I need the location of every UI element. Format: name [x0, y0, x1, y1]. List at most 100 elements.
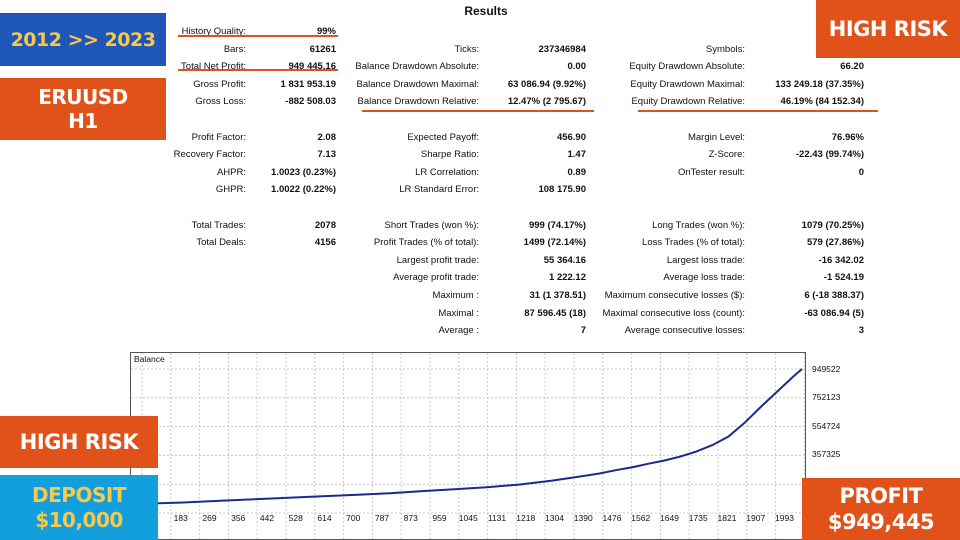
stat-label: Profit Factor: — [191, 131, 246, 143]
highlight-underline — [178, 35, 338, 37]
stat-value: -22.43 (99.74%) — [795, 149, 864, 161]
x-tick-label: 700 — [346, 513, 361, 523]
balance-chart — [130, 352, 806, 540]
stat-label: Total Deals: — [196, 237, 246, 249]
y-tick-label: 357325 — [812, 449, 841, 459]
stat-label: Maximum : — [432, 290, 479, 301]
x-tick-label: 1045 — [458, 513, 478, 523]
x-tick-label: 959 — [432, 513, 447, 523]
stat-value: 66.20 — [840, 61, 864, 73]
x-tick-label: 1476 — [602, 513, 622, 523]
period-text: 2012 >> 2023 — [10, 28, 156, 51]
x-tick-label: 356 — [231, 513, 246, 523]
stat-value: 456.90 — [556, 131, 586, 143]
stat-label: Gross Profit: — [193, 78, 246, 90]
high-risk-badge-top: HIGH RISK — [816, 0, 960, 58]
stat-label: Largest profit trade: — [396, 254, 479, 266]
report-title: Results — [464, 4, 508, 18]
x-tick-label: 614 — [317, 513, 332, 523]
stat-value: 87 596.45 (18) — [524, 307, 586, 319]
stat-label: Recovery Factor: — [173, 149, 246, 161]
stat-value: 1.0022 (0.22%) — [271, 184, 336, 196]
x-tick-label: 183 — [173, 513, 188, 523]
x-tick-label: 1304 — [545, 513, 564, 523]
stat-value: 31 (1 378.51) — [529, 290, 586, 301]
stat-label: Average : — [438, 325, 480, 337]
stat-value: -1 524.19 — [823, 272, 864, 284]
x-tick-label: 1821 — [717, 513, 737, 523]
stat-value: 108 175.90 — [538, 184, 586, 196]
stat-value: 0.00 — [567, 61, 587, 73]
chart-frame — [130, 352, 806, 540]
stat-value: 949 445.16 — [288, 61, 336, 73]
pair-text: ERUUSD — [38, 85, 128, 109]
stat-value: 1079 (70.25%) — [801, 219, 864, 231]
stat-label: Average consecutive losses: — [624, 325, 745, 337]
x-tick-label: 1649 — [660, 513, 679, 523]
stat-label: Balance Drawdown Absolute: — [355, 61, 479, 73]
stat-value: 63 086.94 (9.92%) — [507, 78, 586, 90]
stat-value: 3 — [858, 325, 864, 337]
stat-label: GHPR: — [215, 184, 246, 196]
stat-label: Profit Trades (% of total): — [373, 237, 479, 249]
stat-value: 0 — [858, 166, 864, 178]
profit-badge: PROFIT $949,445 — [802, 478, 960, 540]
stat-value: 6 (-18 388.37) — [804, 290, 864, 301]
stat-value: 1 222.12 — [549, 272, 586, 284]
stat-label: Ticks: — [454, 43, 479, 55]
x-tick-label: 442 — [259, 513, 275, 523]
stat-value: 1499 (72.14%) — [523, 237, 586, 249]
highlight-underline — [362, 110, 594, 112]
stat-value: 99% — [316, 26, 336, 37]
high-risk-left-text: HIGH RISK — [19, 430, 139, 454]
high-risk-badge-left: HIGH RISK — [0, 416, 158, 468]
stat-value: 1 831 953.19 — [280, 78, 336, 90]
x-tick-label: 1735 — [688, 513, 708, 523]
stat-value: 1.47 — [567, 149, 587, 161]
stat-label: Equity Drawdown Absolute: — [629, 61, 745, 73]
x-tick-label: 1907 — [746, 513, 766, 523]
stat-label: OnTester result: — [677, 166, 745, 178]
stat-value: -882 508.03 — [285, 96, 336, 108]
stat-label: Symbols: — [705, 43, 745, 55]
x-tick-label: 1218 — [516, 513, 536, 523]
x-tick-label: 528 — [288, 513, 303, 523]
stat-value: 76.96% — [831, 131, 864, 143]
stat-label: Short Trades (won %): — [384, 219, 479, 231]
pair-badge: ERUUSD H1 — [0, 78, 166, 140]
stat-value: 0.89 — [567, 166, 587, 178]
x-tick-label: 787 — [374, 513, 390, 523]
x-tick-label: 873 — [403, 513, 418, 523]
y-tick-label: 554724 — [812, 421, 841, 431]
stat-label: Z-Score: — [708, 149, 745, 161]
deposit-badge: DEPOSIT $10,000 — [0, 475, 158, 540]
x-tick-label: 1562 — [631, 513, 651, 523]
stat-value: -63 086.94 (5) — [804, 307, 864, 319]
stat-value: 4156 — [314, 237, 336, 249]
profit-value: $949,445 — [827, 510, 935, 534]
stat-label: Maximal : — [438, 307, 479, 319]
x-tick-label: 1993 — [775, 513, 794, 523]
chart-title: Balance — [134, 354, 165, 364]
highlight-underline — [178, 69, 338, 71]
stat-value: 237346984 — [538, 43, 586, 55]
period-badge: 2012 >> 2023 — [0, 13, 166, 66]
stat-value: 2.08 — [317, 131, 337, 143]
stat-label: Maximum consecutive losses ($): — [604, 290, 745, 301]
stat-label: Bars: — [223, 43, 246, 55]
stat-value: 579 (27.86%) — [806, 237, 864, 249]
stat-label: Sharpe Ratio: — [420, 149, 479, 161]
stat-label: Average profit trade: — [393, 272, 479, 284]
stat-label: Loss Trades (% of total): — [642, 237, 745, 249]
highlight-underline — [638, 110, 878, 112]
stat-value: 2078 — [314, 219, 336, 231]
stat-label: Balance Drawdown Relative: — [357, 96, 479, 108]
stat-label: LR Standard Error: — [399, 184, 479, 196]
stat-label: AHPR: — [216, 166, 246, 178]
stat-value: 999 (74.17%) — [528, 219, 586, 231]
stat-label: History Quality: — [181, 26, 246, 37]
stat-value: -16 342.02 — [818, 254, 864, 266]
profit-label: PROFIT — [839, 484, 923, 508]
stat-value: 133 249.18 (37.35%) — [775, 78, 864, 90]
stat-label: Largest loss trade: — [666, 254, 745, 266]
